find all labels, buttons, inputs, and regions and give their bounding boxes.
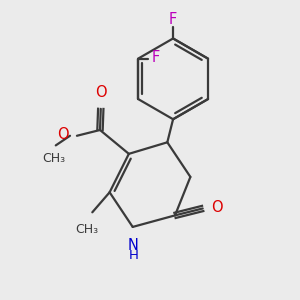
Text: H: H: [128, 249, 138, 262]
Text: N: N: [128, 238, 139, 253]
Text: F: F: [168, 13, 176, 28]
Text: F: F: [151, 50, 160, 65]
Text: CH₃: CH₃: [42, 152, 65, 165]
Text: O: O: [211, 200, 223, 215]
Text: O: O: [95, 85, 106, 100]
Text: CH₃: CH₃: [75, 223, 98, 236]
Text: O: O: [58, 128, 69, 142]
